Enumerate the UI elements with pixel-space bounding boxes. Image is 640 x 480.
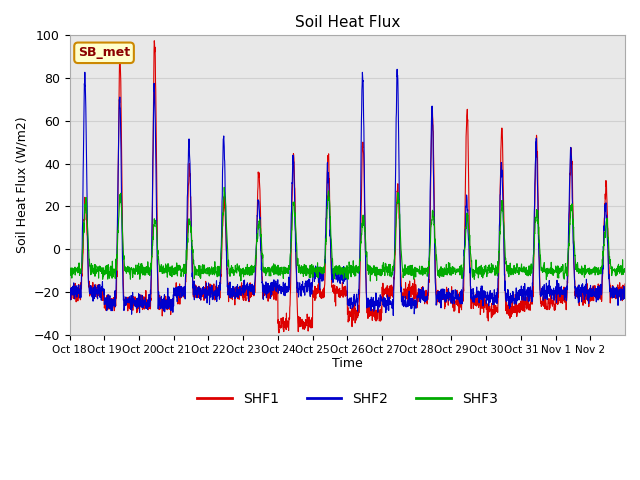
- Y-axis label: Soil Heat Flux (W/m2): Soil Heat Flux (W/m2): [15, 117, 28, 253]
- Text: SB_met: SB_met: [78, 46, 130, 60]
- X-axis label: Time: Time: [332, 357, 363, 371]
- Legend: SHF1, SHF2, SHF3: SHF1, SHF2, SHF3: [191, 387, 503, 412]
- Title: Soil Heat Flux: Soil Heat Flux: [294, 15, 400, 30]
